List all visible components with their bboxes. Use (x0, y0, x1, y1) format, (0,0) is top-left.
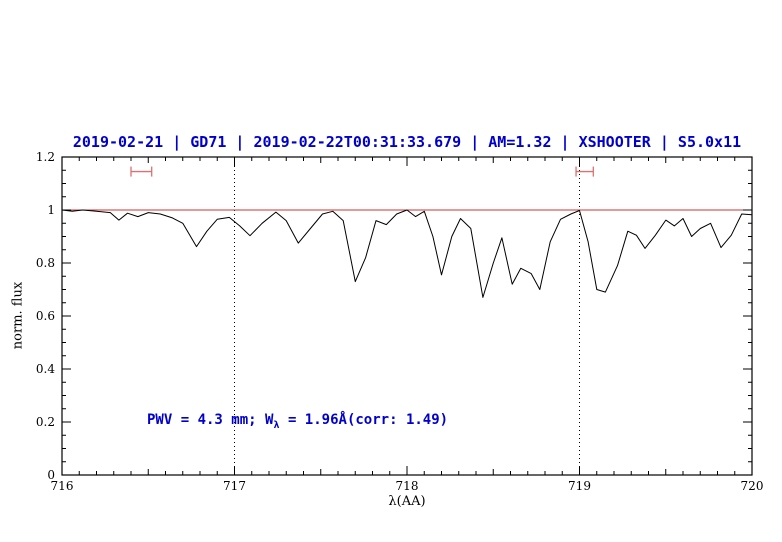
y-axis-title: norm. flux (10, 281, 26, 350)
y-tick-label: 0.4 (36, 362, 55, 376)
x-tick-label: 720 (741, 479, 764, 493)
y-tick-label: 0.2 (36, 415, 55, 429)
x-tick-label: 718 (396, 479, 419, 493)
spectrum-line (61, 209, 753, 298)
x-tick-label: 719 (568, 479, 591, 493)
annotation-sub: λ (273, 419, 280, 431)
y-tick-label: 0 (47, 468, 55, 482)
annotation: PWV = 4.3 mm; Wλ = 1.96Å(corr: 1.49) (147, 412, 448, 431)
y-tick-label: 1 (47, 203, 55, 217)
x-axis-title: λ(AA) (388, 494, 426, 509)
y-tick-label: 0.6 (36, 309, 55, 323)
y-tick-label: 0.8 (36, 256, 55, 270)
x-tick-label: 717 (223, 479, 246, 493)
y-tick-label: 1.2 (36, 150, 55, 164)
annotation-prefix: PWV = 4.3 mm; W (147, 412, 274, 428)
annotation-suffix: = 1.96Å(corr: 1.49) (279, 412, 449, 428)
x-tick-label: 716 (51, 479, 74, 493)
figure-title: 2019-02-21 | GD71 | 2019-02-22T00:31:33.… (72, 133, 742, 151)
